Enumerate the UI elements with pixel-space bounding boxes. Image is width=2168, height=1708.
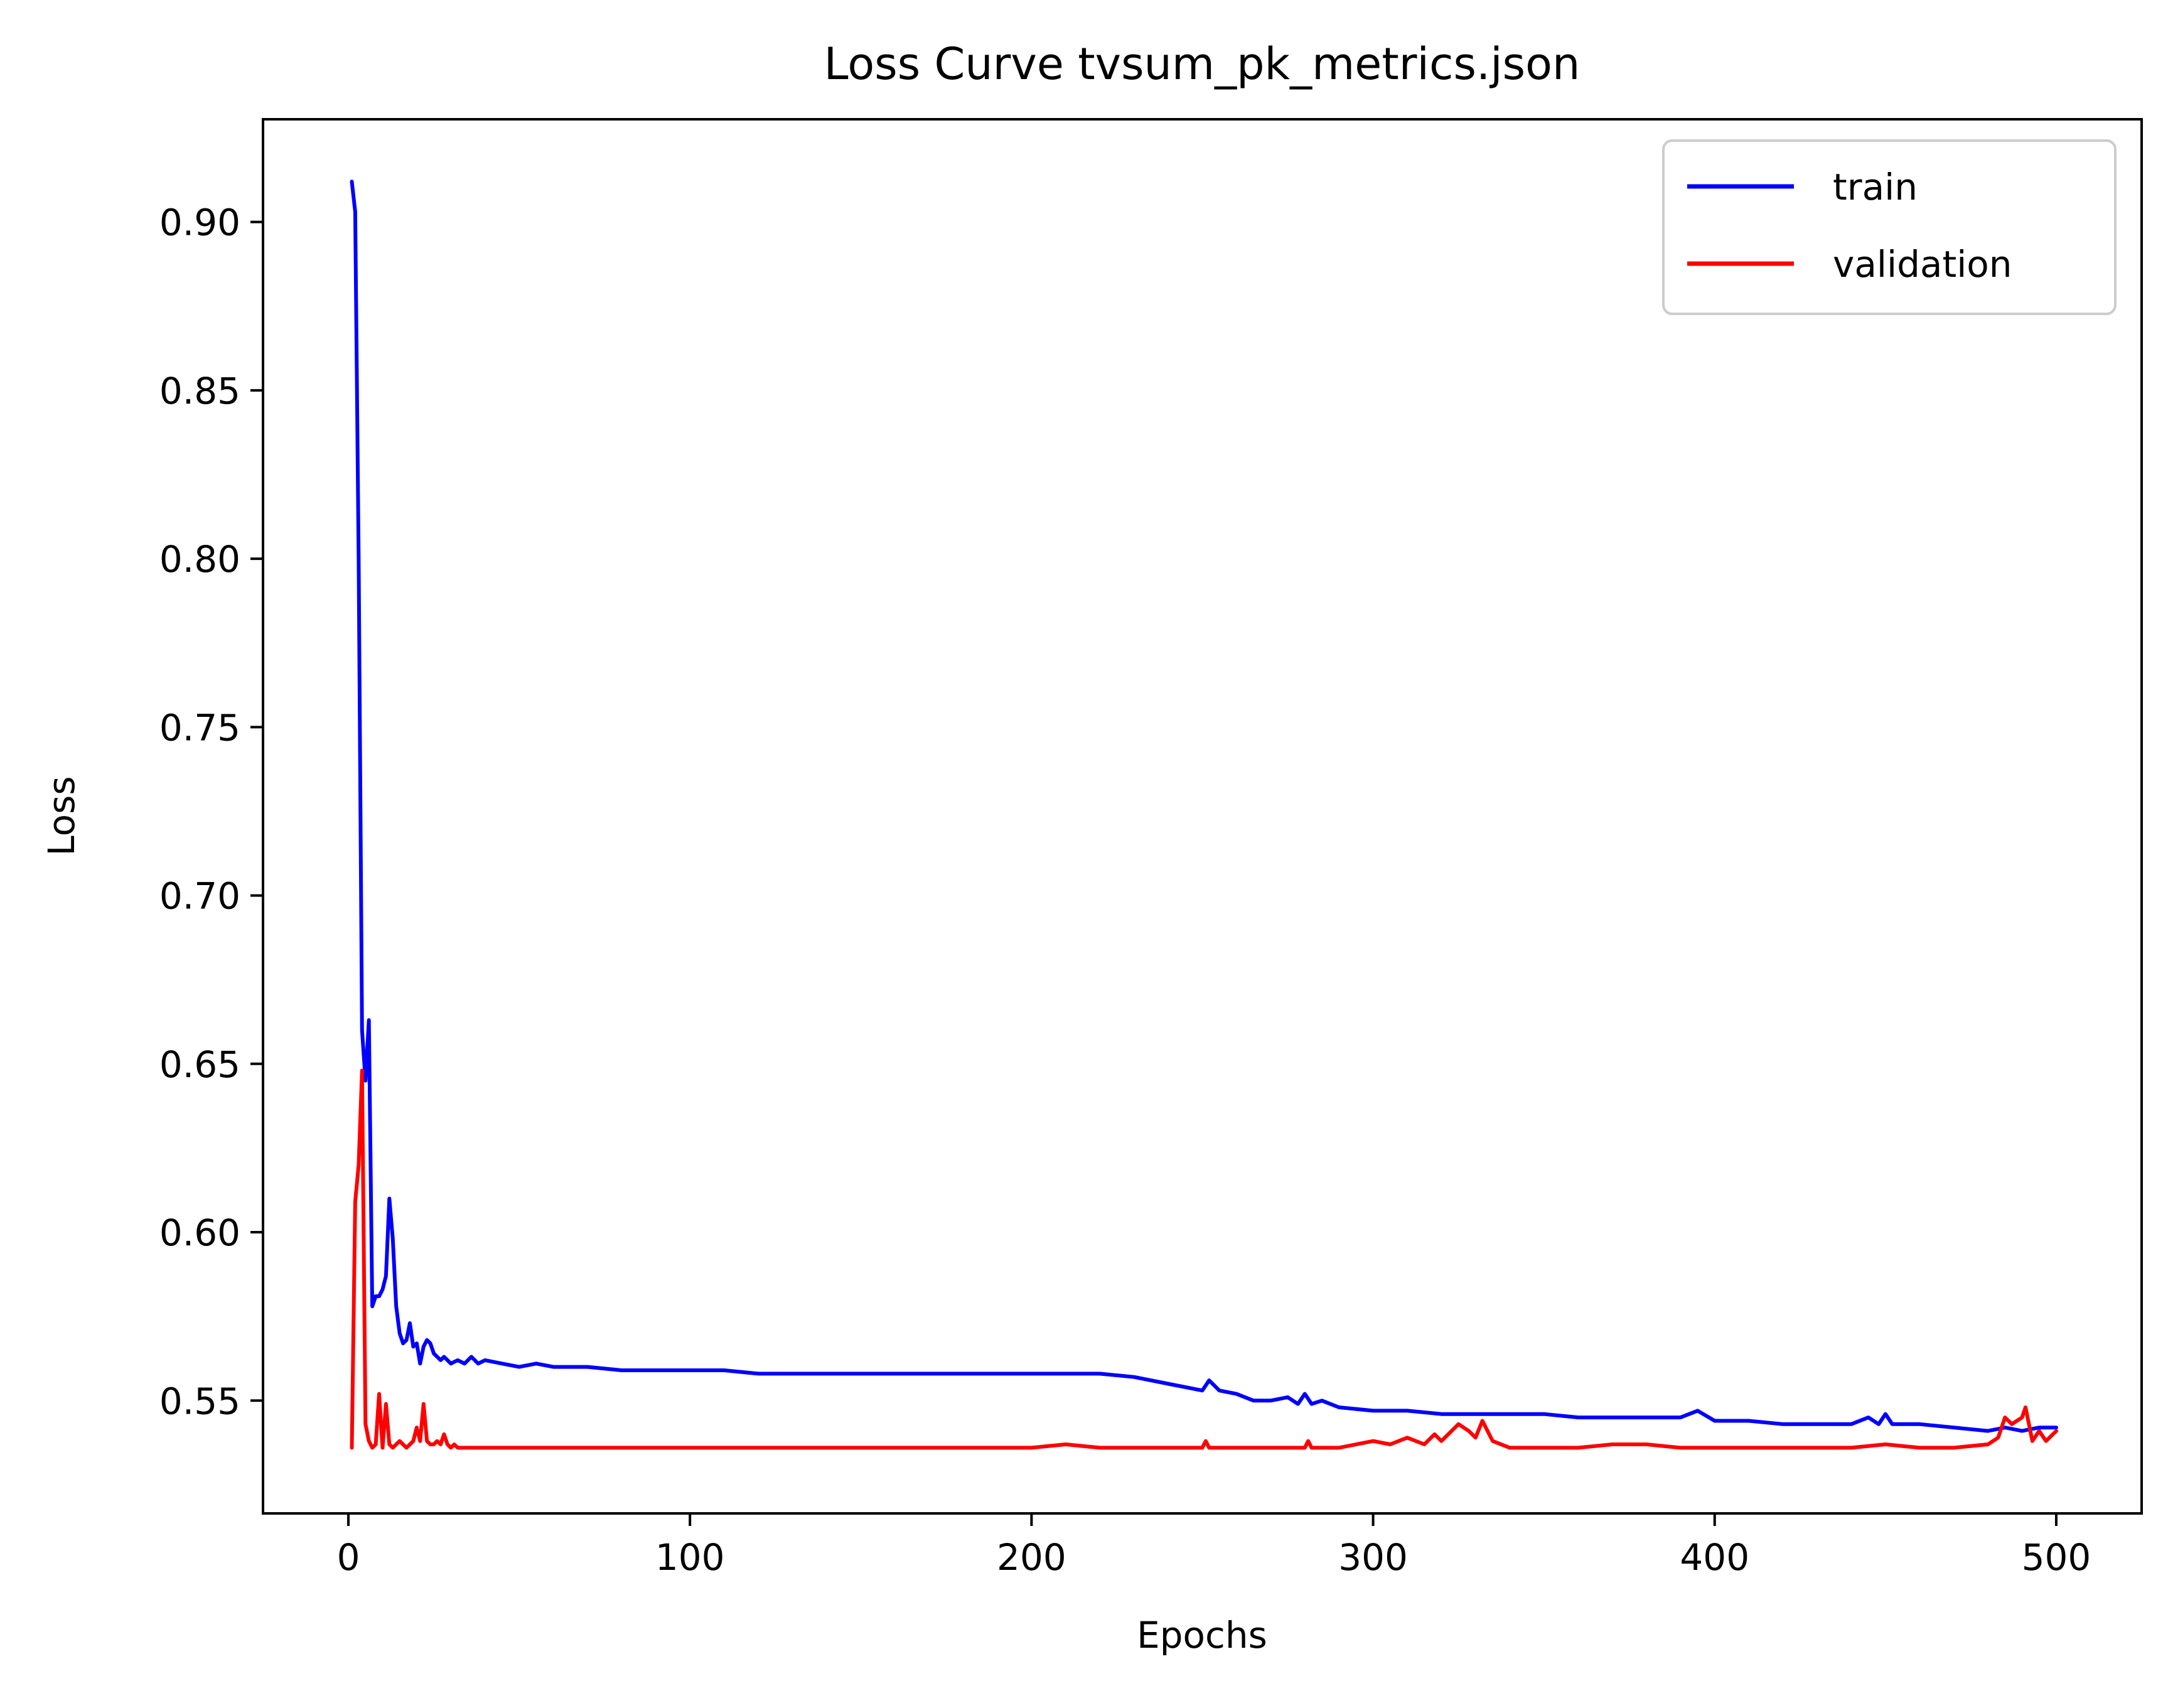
x-axis: 0 100 200 300 400 500 (337, 1513, 2091, 1579)
legend: train validation (1662, 139, 2117, 315)
x-tick-label: 400 (1680, 1536, 1749, 1579)
x-axis-label: Epochs (1137, 1614, 1267, 1657)
y-tick-label: 0.70 (159, 875, 240, 918)
x-tick-label: 500 (2022, 1536, 2091, 1579)
chart-title: Loss Curve tvsum_pk_metrics.json (824, 38, 1580, 90)
y-tick-label: 0.75 (159, 706, 240, 749)
y-axis-label: Loss (40, 776, 83, 856)
series-layer (350, 180, 2058, 1450)
x-tick-label: 100 (655, 1536, 725, 1579)
plot-area (263, 119, 2142, 1513)
y-tick-label: 0.80 (159, 538, 240, 581)
y-axis: 0.55 0.60 0.65 0.70 0.75 0.80 0.85 0.90 (159, 201, 263, 1422)
y-tick-label: 0.65 (159, 1043, 240, 1086)
y-tick-label: 0.90 (159, 201, 240, 244)
legend-label-train: train (1833, 166, 1918, 208)
x-tick-label: 300 (1338, 1536, 1408, 1579)
legend-box (1662, 139, 2117, 315)
series-line-validation (350, 1068, 2058, 1450)
y-tick-label: 0.85 (159, 370, 240, 412)
legend-label-validation: validation (1833, 243, 2012, 286)
series-line-train (350, 180, 2058, 1433)
x-tick-label: 0 (337, 1536, 360, 1579)
y-tick-label: 0.55 (159, 1380, 240, 1422)
x-tick-label: 200 (997, 1536, 1066, 1579)
y-tick-label: 0.60 (159, 1211, 240, 1254)
plot-frame (262, 118, 2143, 1515)
